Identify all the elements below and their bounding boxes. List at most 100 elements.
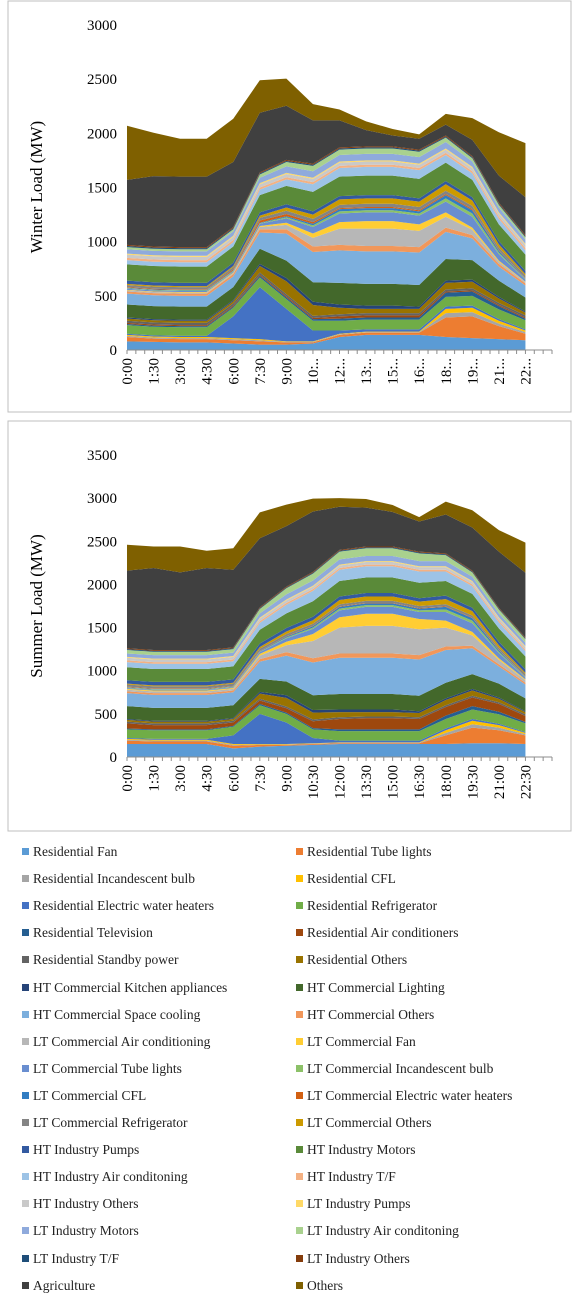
legend-label: HT Commercial Kitchen appliances — [33, 979, 228, 995]
legend-entry: HT Commercial Space cooling — [22, 1007, 200, 1023]
area — [127, 334, 526, 350]
legend-label: LT Commercial Electric water heaters — [307, 1087, 513, 1103]
legend-entry: Agriculture — [22, 1278, 95, 1294]
legend-label: Residential Electric water heaters — [33, 898, 215, 914]
legend-swatch — [296, 956, 303, 964]
legend-swatch — [296, 1010, 303, 1018]
legend-swatch — [22, 956, 29, 964]
area — [127, 212, 526, 293]
legend-swatch — [296, 1119, 303, 1126]
legend-label: Others — [307, 1277, 343, 1293]
legend-swatch — [22, 1200, 29, 1208]
legend-label: Residential Tube lights — [307, 844, 432, 859]
area — [127, 724, 526, 746]
x-tick-label: 0:00 — [120, 358, 136, 385]
y-tick-label: 2000 — [87, 577, 117, 593]
legend-entry: HT Commercial Kitchen appliances — [22, 980, 227, 996]
chart-frame — [7, 0, 572, 413]
area — [127, 231, 526, 307]
legend-entry: LT Industry Pumps — [296, 1196, 411, 1212]
x-tick-label: 10:30 — [306, 765, 322, 799]
y-tick-label: 1000 — [87, 664, 117, 680]
legend-swatch — [22, 929, 29, 937]
legend-entry: Residential Tube lights — [296, 844, 432, 860]
legend-swatch — [296, 1064, 303, 1072]
legend-entry: LT Commercial Air conditioning — [22, 1034, 210, 1050]
legend-entry: Residential Standby power — [22, 952, 178, 968]
y-tick-label: 1500 — [87, 621, 117, 637]
legend-label: Residential Standby power — [33, 952, 179, 968]
area — [127, 227, 526, 296]
legend-swatch — [22, 1146, 29, 1154]
legend-swatch — [22, 902, 29, 910]
y-tick-label: 2000 — [87, 126, 117, 142]
legend-label: LT Industry T/F — [33, 1250, 120, 1266]
legend-label: Residential Television — [33, 925, 153, 941]
y-tick-label: 0 — [110, 343, 118, 359]
legend-label: LT Commercial Fan — [307, 1033, 416, 1049]
y-tick-label: 3500 — [87, 448, 117, 464]
x-tick-label: 18:.. — [439, 358, 455, 385]
legend-entry: Residential Air conditioners — [296, 925, 458, 941]
legend-label: LT Commercial Others — [307, 1115, 432, 1130]
y-axis-label: Summer Load (MW) — [27, 534, 46, 678]
area — [127, 152, 526, 263]
y-tick-label: 500 — [95, 289, 118, 305]
x-tick-label: 1:30 — [147, 765, 163, 792]
legend-entry: Residential Incandescent bulb — [22, 871, 195, 887]
y-tick-label: 2500 — [87, 534, 117, 550]
legend-label: LT Commercial Air conditioning — [33, 1033, 211, 1049]
legend-entry: LT Commercial CFL — [22, 1088, 146, 1104]
legend-swatch — [296, 929, 303, 937]
x-tick-label: 18:00 — [439, 765, 455, 799]
legend-entry: LT Commercial Refrigerator — [22, 1115, 187, 1131]
legend-label: HT Industry Others — [33, 1196, 139, 1212]
area — [127, 148, 526, 257]
x-tick-label: 1:30 — [147, 358, 163, 385]
legend-swatch — [296, 983, 303, 991]
legend-label: Agriculture — [33, 1277, 96, 1293]
legend-entry: HT Commercial Lighting — [296, 980, 445, 996]
x-tick-label: 9:00 — [279, 765, 295, 792]
area — [127, 266, 526, 323]
legend-entry: HT Commercial Others — [296, 1007, 434, 1023]
area — [127, 105, 526, 248]
area — [127, 613, 526, 692]
y-tick-label: 0 — [110, 750, 118, 766]
legend-label: LT Commercial Tube lights — [33, 1060, 182, 1076]
legend-swatch — [296, 1227, 303, 1235]
x-tick-label: 4:30 — [200, 358, 216, 385]
y-tick-label: 1000 — [87, 235, 117, 251]
legend-label: Residential CFL — [307, 871, 396, 887]
x-tick-label: 12:00 — [333, 765, 349, 799]
legend-swatch — [296, 1173, 303, 1181]
legend-swatch — [296, 902, 303, 910]
legend-entry: Residential Others — [296, 952, 407, 968]
x-tick-label: 7:30 — [253, 358, 269, 385]
x-tick-label: 6:00 — [226, 765, 242, 792]
legend-swatch — [22, 1173, 29, 1181]
x-tick-label: 22:.. — [518, 358, 534, 385]
legend-label: Residential Others — [307, 952, 408, 968]
legend-label: LT Commercial Incandescent bulb — [307, 1060, 494, 1076]
area — [127, 566, 526, 669]
x-tick-label: 19:30 — [465, 765, 481, 799]
legend-label: LT Industry Air conditoning — [307, 1223, 459, 1239]
x-tick-label: 10:.. — [306, 358, 322, 385]
area — [127, 648, 526, 708]
y-tick-label: 1500 — [87, 181, 117, 197]
area — [127, 142, 526, 256]
legend-swatch — [22, 1254, 29, 1262]
x-tick-label: 9:00 — [279, 358, 295, 385]
area — [127, 548, 526, 656]
charts: 0 500 1000 1500 2000 2500 3000 0:00 1:30 3:00 4:30… — [7, 0, 572, 832]
legend-label: HT Industry Motors — [307, 1142, 416, 1158]
x-tick-label: 13:30 — [359, 765, 375, 799]
legend-label: Residential Incandescent bulb — [33, 871, 195, 887]
x-tick-label: 3:00 — [173, 765, 189, 792]
x-tick-label: 16:30 — [412, 765, 428, 799]
legend-label: LT Industry Others — [307, 1250, 410, 1266]
area — [127, 277, 526, 336]
legend-swatch — [296, 1037, 303, 1045]
